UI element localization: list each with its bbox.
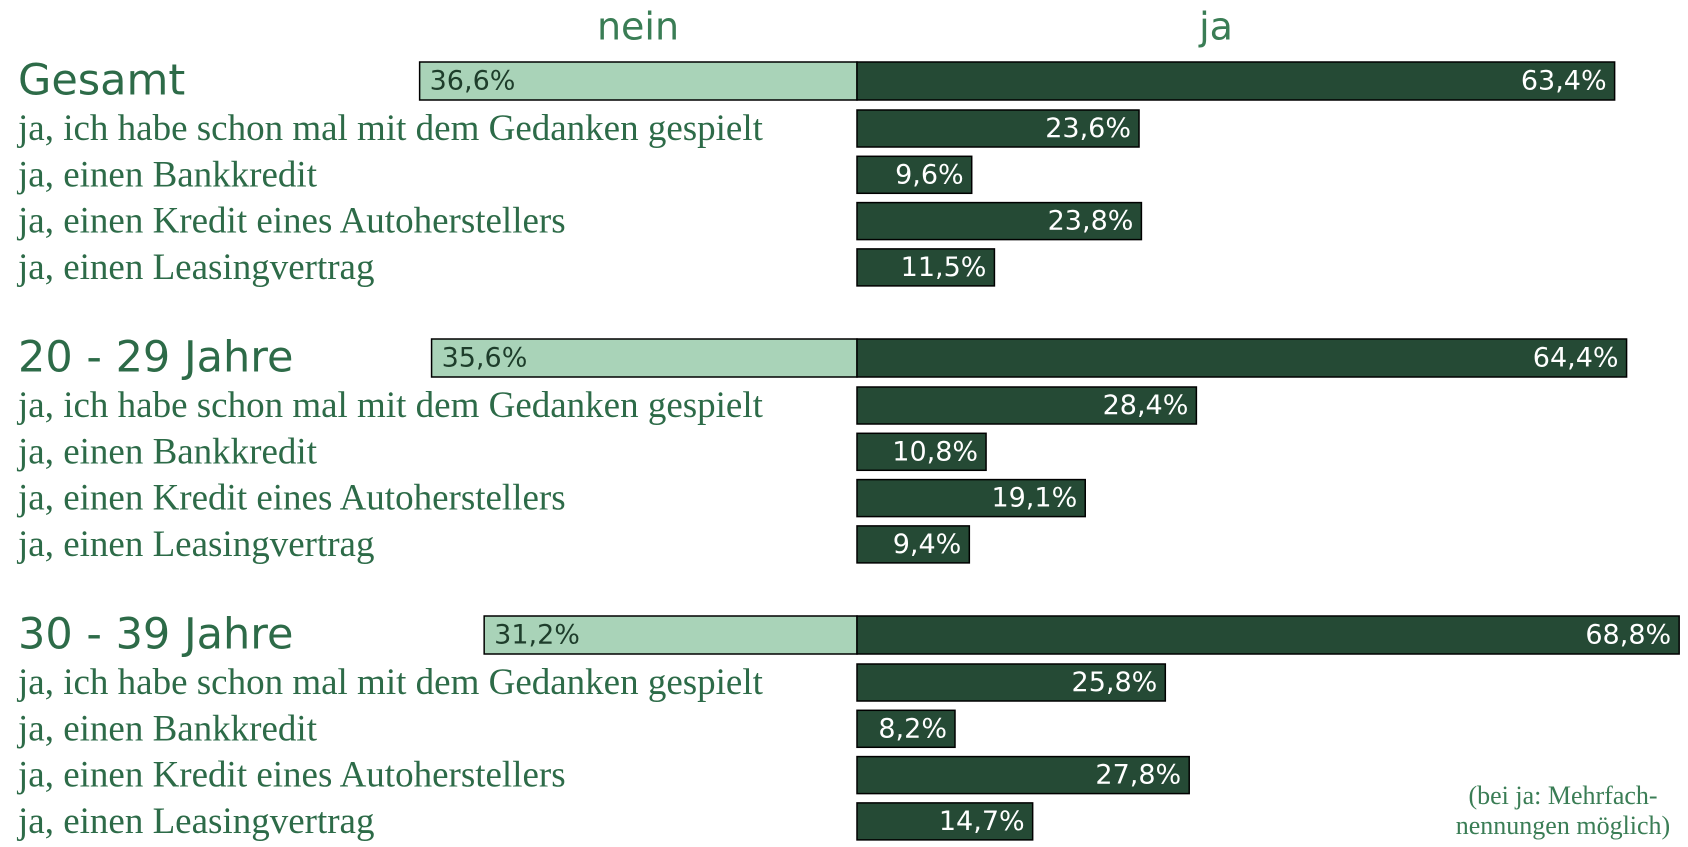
pos-header: ja	[1198, 5, 1233, 49]
bar	[856, 709, 956, 749]
value-label: 9,4%	[893, 529, 962, 560]
category-label: ja, ich habe schon mal mit dem Gedanken …	[16, 662, 764, 703]
category-label: ja, einen Bankkredit	[16, 154, 318, 195]
bar	[856, 201, 1143, 241]
neg-value-label: 36,6%	[430, 66, 516, 97]
bar	[856, 432, 987, 472]
note: (bei ja: Mehrfach-	[1468, 781, 1657, 810]
bar	[856, 248, 996, 287]
category-label: ja, ich habe schon mal mit dem Gedanken …	[16, 385, 764, 426]
pos-bar	[856, 615, 1680, 655]
neg-value-label: 35,6%	[442, 343, 528, 374]
value-label: 19,1%	[991, 483, 1077, 514]
bar	[856, 109, 1140, 148]
neg-value-label: 31,2%	[494, 620, 580, 651]
bar	[856, 663, 1167, 702]
bar	[856, 802, 1034, 841]
pos-value-label: 64,4%	[1533, 343, 1619, 374]
pos-bar	[856, 61, 1616, 101]
neg-bar	[418, 61, 858, 101]
category-label: ja, einen Leasingvertrag	[16, 247, 374, 288]
pos-value-label: 63,4%	[1521, 66, 1607, 97]
value-label: 23,6%	[1045, 113, 1131, 144]
bar	[856, 386, 1198, 425]
category-label: ja, ich habe schon mal mit dem Gedanken …	[16, 108, 764, 149]
value-label: 11,5%	[901, 252, 987, 283]
value-label: 25,8%	[1072, 667, 1158, 698]
category-label: ja, einen Bankkredit	[16, 708, 318, 749]
category-label: ja, einen Leasingvertrag	[16, 801, 374, 842]
neg-header: nein	[597, 5, 679, 49]
category-label: ja, einen Kredit eines Autoherstellers	[16, 201, 566, 242]
note: nennungen möglich)	[1456, 811, 1670, 840]
bar	[856, 478, 1086, 518]
group-label: 20 - 29 Jahre	[18, 333, 293, 383]
pos-bar	[856, 338, 1628, 378]
value-label: 9,6%	[895, 159, 964, 190]
category-label: ja, einen Leasingvertrag	[16, 524, 374, 565]
group-label: Gesamt	[18, 56, 185, 106]
group-label: 30 - 39 Jahre	[18, 610, 293, 660]
value-label: 8,2%	[878, 713, 947, 744]
value-label: 28,4%	[1103, 390, 1189, 421]
value-label: 14,7%	[939, 806, 1025, 837]
bar	[856, 755, 1190, 795]
value-label: 10,8%	[892, 436, 978, 467]
bar	[856, 525, 971, 564]
value-label: 27,8%	[1095, 760, 1181, 791]
pos-value-label: 68,8%	[1585, 620, 1671, 651]
category-label: ja, einen Bankkredit	[16, 431, 318, 472]
neg-bar	[430, 338, 858, 378]
category-label: ja, einen Kredit eines Autoherstellers	[16, 478, 566, 519]
category-label: ja, einen Kredit eines Autoherstellers	[16, 755, 566, 796]
value-label: 23,8%	[1048, 206, 1134, 237]
bar	[856, 155, 973, 195]
